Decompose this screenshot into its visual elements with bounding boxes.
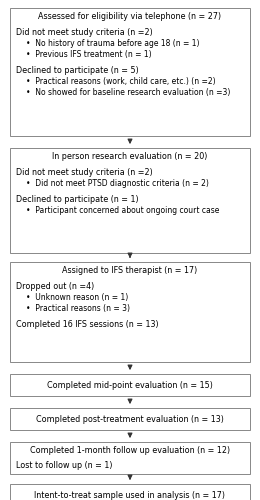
Text: Declined to participate (n = 5): Declined to participate (n = 5): [16, 66, 139, 74]
Text: •  Unknown reason (n = 1): • Unknown reason (n = 1): [26, 292, 128, 302]
Text: Intent-to-treat sample used in analysis (n = 17): Intent-to-treat sample used in analysis …: [35, 490, 225, 500]
Text: •  Practical reasons (work, child care, etc.) (n =2): • Practical reasons (work, child care, e…: [26, 76, 216, 86]
Text: Completed 16 IFS sessions (n = 13): Completed 16 IFS sessions (n = 13): [16, 320, 159, 328]
Text: Lost to follow up (n = 1): Lost to follow up (n = 1): [16, 460, 113, 469]
Text: Dropped out (n =4): Dropped out (n =4): [16, 282, 94, 290]
Text: •  No history of trauma before age 18 (n = 1): • No history of trauma before age 18 (n …: [26, 38, 199, 48]
Bar: [10, 484, 250, 500]
Bar: [10, 408, 250, 430]
Text: Did not meet study criteria (n =2): Did not meet study criteria (n =2): [16, 28, 153, 36]
Text: Declined to participate (n = 1): Declined to participate (n = 1): [16, 194, 139, 203]
Text: •  Did not meet PTSD diagnostic criteria (n = 2): • Did not meet PTSD diagnostic criteria …: [26, 178, 209, 188]
Bar: [10, 262, 250, 362]
Text: Assigned to IFS therapist (n = 17): Assigned to IFS therapist (n = 17): [62, 266, 198, 275]
Bar: [10, 442, 250, 474]
Text: In person research evaluation (n = 20): In person research evaluation (n = 20): [52, 152, 208, 161]
Text: Completed 1-month follow up evaluation (n = 12): Completed 1-month follow up evaluation (…: [30, 446, 230, 455]
Text: Assessed for eligibility via telephone (n = 27): Assessed for eligibility via telephone (…: [38, 12, 222, 21]
Text: •  Practical reasons (n = 3): • Practical reasons (n = 3): [26, 304, 130, 312]
Bar: [10, 374, 250, 396]
Text: Completed mid-point evaluation (n = 15): Completed mid-point evaluation (n = 15): [47, 380, 213, 390]
Text: •  Previous IFS treatment (n = 1): • Previous IFS treatment (n = 1): [26, 50, 152, 58]
Bar: [10, 8, 250, 136]
Text: Completed post-treatment evaluation (n = 13): Completed post-treatment evaluation (n =…: [36, 414, 224, 424]
Bar: [10, 148, 250, 253]
Text: Did not meet study criteria (n =2): Did not meet study criteria (n =2): [16, 168, 153, 176]
Text: •  No showed for baseline research evaluation (n =3): • No showed for baseline research evalua…: [26, 88, 230, 96]
Text: •  Participant concerned about ongoing court case: • Participant concerned about ongoing co…: [26, 206, 219, 214]
